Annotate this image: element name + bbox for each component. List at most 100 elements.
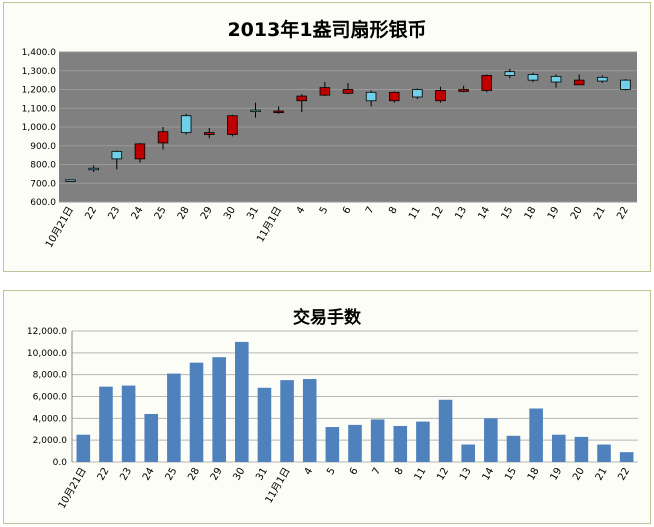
x-tick-label: 24 <box>141 466 157 483</box>
candlestick-chart: 600.0 700.0 800.0 900.0 1,000.0 1,100.0 1,200.… <box>22 48 637 250</box>
y-tick-label: 1,400.0 <box>22 48 57 58</box>
bar <box>212 357 226 462</box>
bar <box>574 436 589 462</box>
bar <box>438 399 453 462</box>
candle-up <box>412 89 423 98</box>
x-tick-label: 22 <box>83 205 99 222</box>
y-tick-label: 6,000.0 <box>33 393 68 403</box>
x-tick-label: 7 <box>364 205 377 216</box>
bar <box>416 421 430 462</box>
bar <box>551 434 566 462</box>
x-tick-label: 4 <box>303 466 316 477</box>
x-tick-label: 29 <box>209 466 225 483</box>
bar <box>167 373 181 462</box>
bar <box>529 408 543 462</box>
bar <box>257 387 272 462</box>
candle-down <box>388 91 400 102</box>
y-tick-label: 8,000.0 <box>33 371 68 381</box>
candle-down <box>227 115 238 135</box>
x-tick-label: 15 <box>503 466 519 483</box>
x-tick-label: 20 <box>569 205 585 222</box>
x-tick-label: 21 <box>592 205 608 222</box>
bar <box>461 444 475 462</box>
x-tick-label: 29 <box>199 205 215 222</box>
candle-up <box>620 79 631 90</box>
x-tick-label: 11 <box>407 205 423 222</box>
bar <box>302 379 317 462</box>
y-tick-label: 4,000.0 <box>33 414 68 424</box>
x-tick-label: 19 <box>548 466 564 483</box>
bar <box>99 386 113 462</box>
x-tick-label: 5 <box>325 466 338 477</box>
x-tick-label: 18 <box>526 466 542 483</box>
x-tick-label: 4 <box>295 205 308 216</box>
candle-down <box>134 143 146 160</box>
candle-up <box>111 150 123 160</box>
candle-down <box>296 95 308 102</box>
bar <box>597 444 611 462</box>
x-tick-label: 30 <box>232 466 248 483</box>
x-tick-label: 6 <box>348 466 361 477</box>
x-tick-label: 12 <box>430 205 446 222</box>
candle-up <box>597 76 608 82</box>
bar <box>144 413 159 462</box>
x-tick-label: 13 <box>458 466 474 483</box>
x-tick-label: 28 <box>186 466 202 483</box>
bar <box>393 425 408 462</box>
chart-title: 2013年1盎司扇形银币 <box>227 19 427 41</box>
x-tick-label: 23 <box>107 205 123 222</box>
y-tick-label: 10,000.0 <box>27 349 67 359</box>
x-tick-label: 7 <box>371 466 384 477</box>
candle-down <box>319 87 331 96</box>
y-tick-label: 800.0 <box>30 161 56 171</box>
x-tick-label: 14 <box>481 466 497 483</box>
candlestick-chart-panel: 2013年1盎司扇形银币 600.0 700.0 800.0 900.0 1,000.0… <box>3 2 651 272</box>
y-tick-label: 12,000.0 <box>27 327 67 337</box>
bar <box>76 434 91 462</box>
y-tick-label: 2,000.0 <box>33 436 68 446</box>
chart-title: 交易手数 <box>293 308 361 328</box>
x-tick-label: 20 <box>571 466 587 483</box>
x-tick-label: 21 <box>594 466 610 483</box>
x-tick-label: 24 <box>130 205 146 222</box>
x-tick-label: 8 <box>393 466 406 477</box>
x-tick-label: 8 <box>387 205 400 216</box>
x-tick-label: 10月21日 <box>56 466 89 511</box>
x-tick-label: 5 <box>318 205 331 216</box>
candle-down <box>342 89 354 94</box>
y-tick-label: 700.0 <box>30 179 56 189</box>
candle-up <box>88 167 99 171</box>
bar <box>189 362 204 462</box>
y-tick-label: 0.0 <box>53 458 68 468</box>
x-tick-label: 23 <box>118 466 134 483</box>
x-tick-label: 12 <box>435 466 451 483</box>
bar <box>280 380 294 462</box>
candle-down <box>458 89 469 92</box>
y-tick-label: 1,000.0 <box>22 123 57 133</box>
x-tick-label: 13 <box>453 205 469 222</box>
bar <box>325 427 340 462</box>
x-tick-label: 18 <box>523 205 539 222</box>
candle-up <box>504 71 516 76</box>
candle-down <box>157 131 169 144</box>
candle-down <box>435 90 446 102</box>
x-tick-label: 25 <box>164 466 180 483</box>
bar <box>484 418 498 462</box>
y-tick-label: 1,100.0 <box>22 104 57 114</box>
candle-up <box>550 75 562 83</box>
y-tick-label: 600.0 <box>30 198 56 208</box>
candle-down <box>573 79 585 86</box>
bar <box>619 452 634 462</box>
x-tick-label: 11 <box>413 466 429 483</box>
x-tick-label: 22 <box>96 466 112 483</box>
x-tick-label: 15 <box>500 205 516 222</box>
candle-up <box>65 179 76 182</box>
volume-bar-chart: 0.0 2,000.0 4,000.0 6,000.0 8,000.0 10,000.0 1… <box>27 327 638 511</box>
x-tick-label: 30 <box>222 205 238 222</box>
y-tick-label: 900.0 <box>30 142 56 152</box>
x-tick-label: 22 <box>615 205 631 222</box>
bar <box>348 424 362 462</box>
bar <box>370 419 385 462</box>
candle-up <box>365 91 377 102</box>
bar <box>506 435 521 462</box>
